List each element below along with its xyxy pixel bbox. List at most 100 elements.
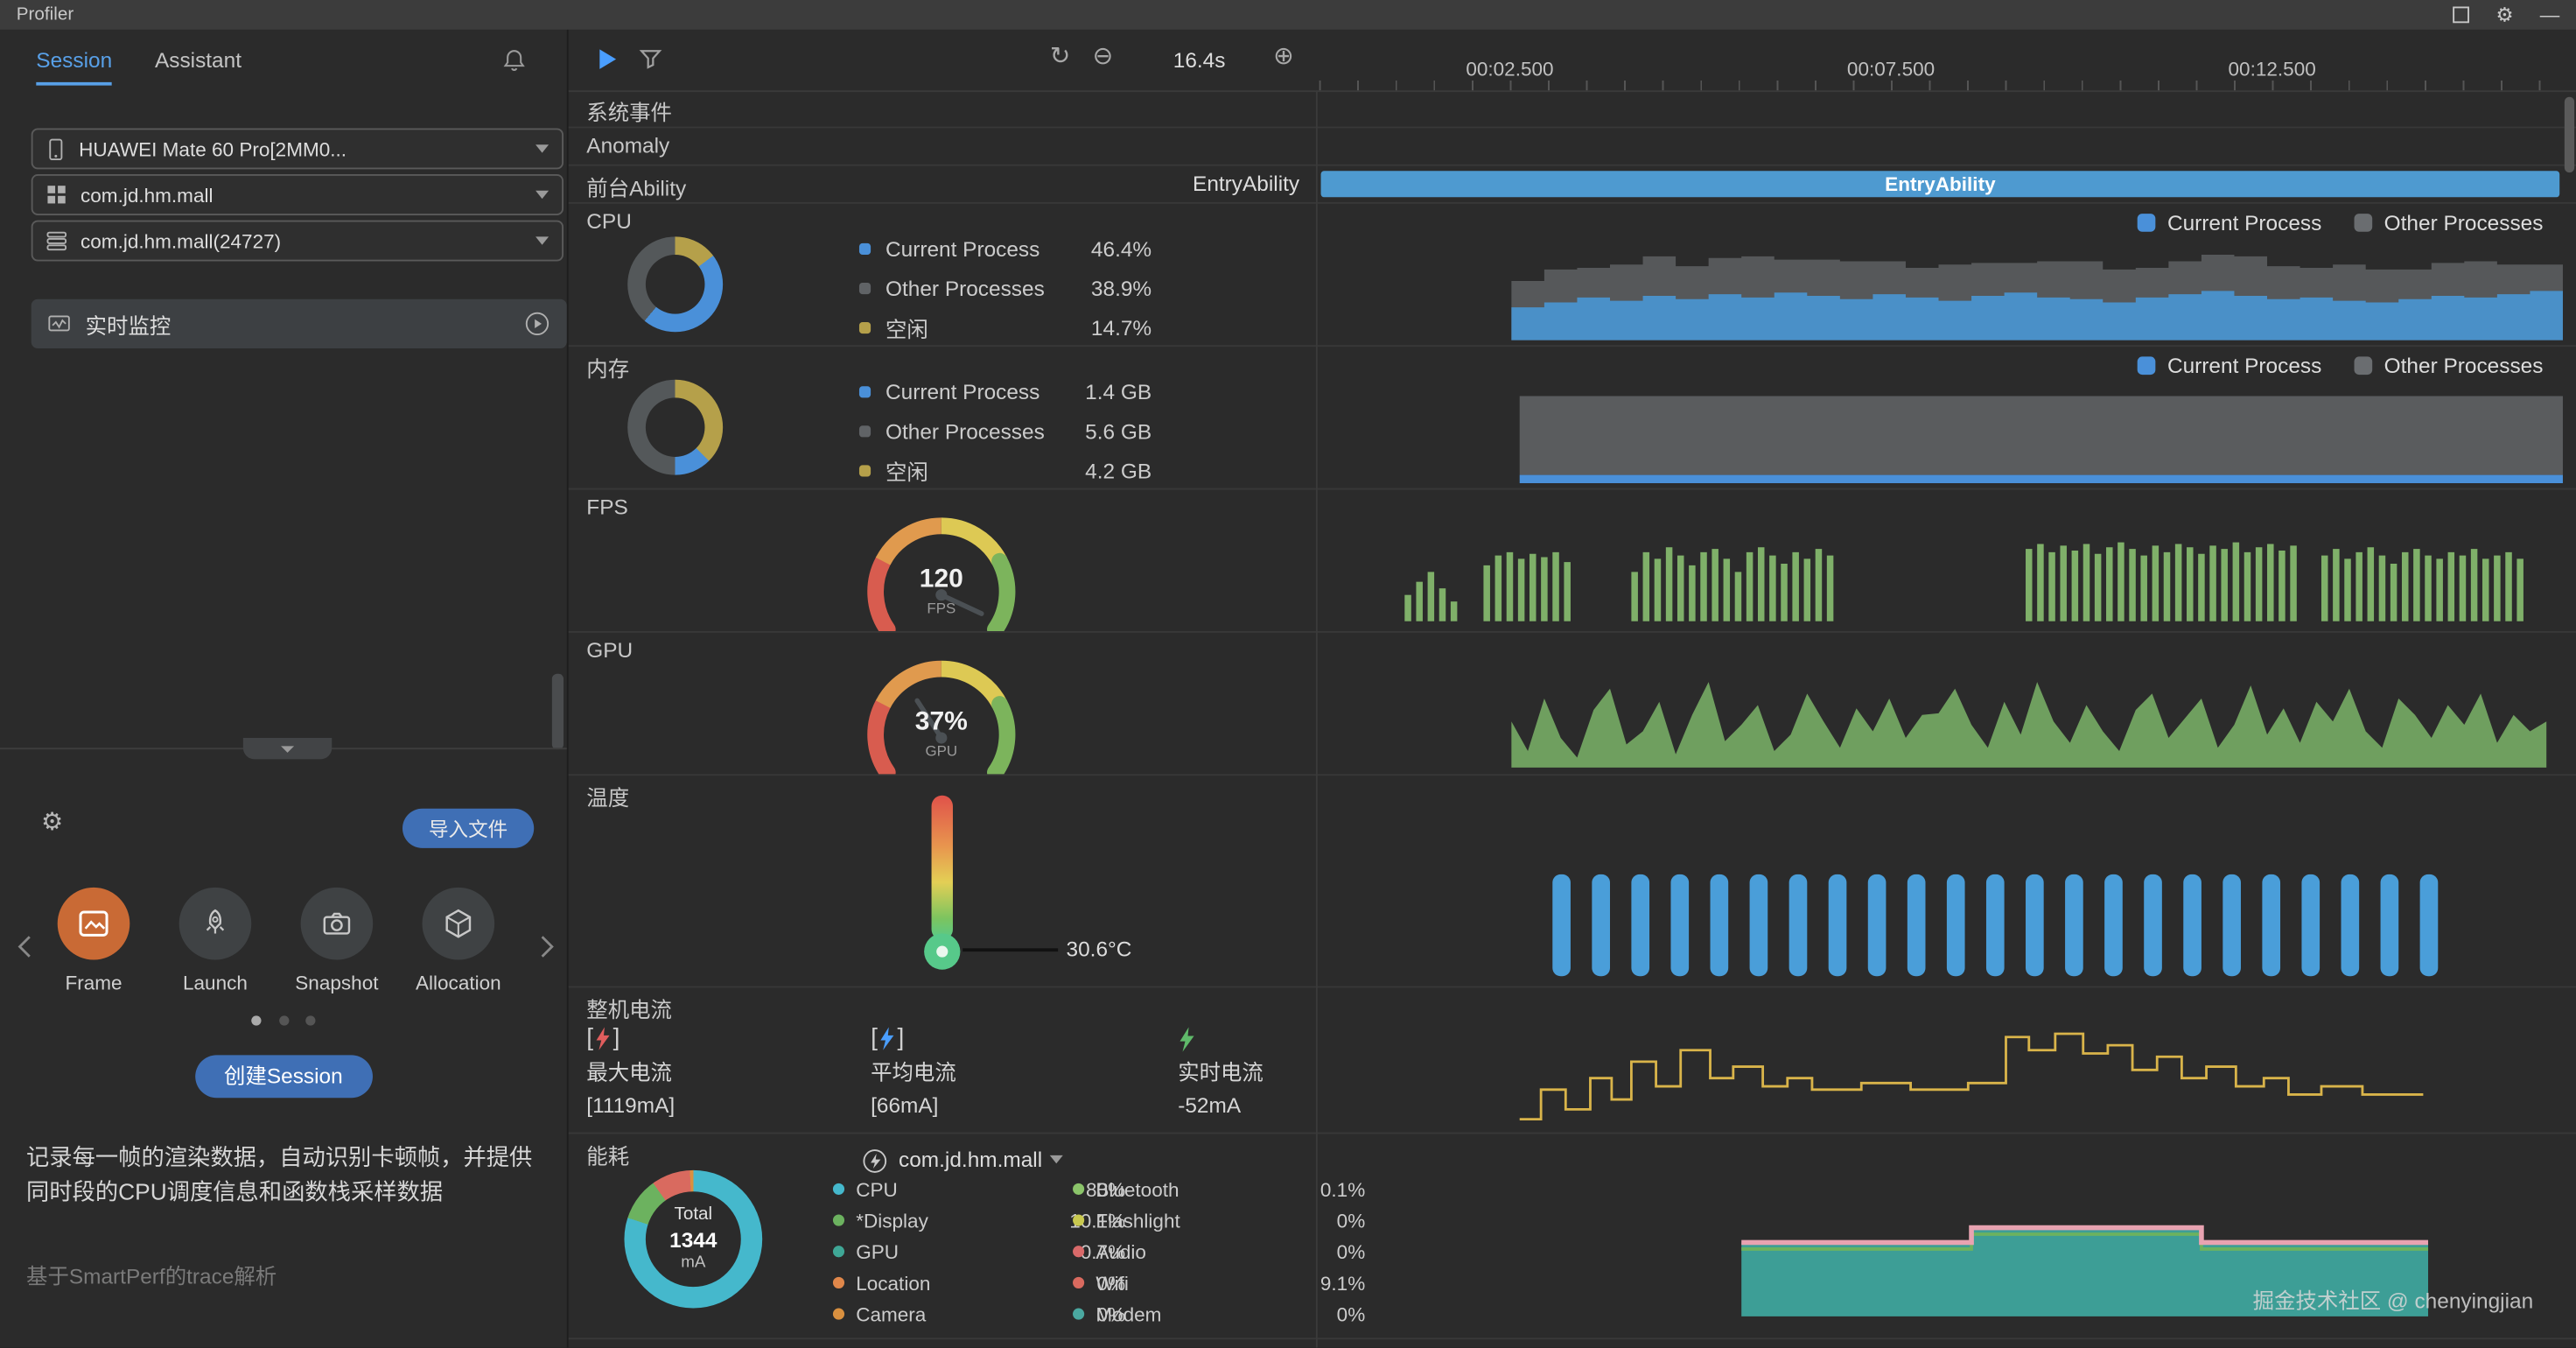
ruler-tick-label: 00:02.500 [1466, 57, 1554, 81]
chevron-down-icon [536, 190, 550, 200]
carousel-label: Snapshot [295, 971, 379, 994]
legend-checkbox-other[interactable] [2354, 214, 2373, 232]
device-selector[interactable]: HUAWEI Mate 60 Pro[2MM0... [31, 128, 564, 170]
carousel-label: Allocation [415, 971, 501, 994]
chevron-down-icon [536, 144, 550, 153]
zoom-out-icon[interactable]: ⊖ [1092, 42, 1114, 71]
play-icon[interactable] [599, 49, 617, 69]
monitor-icon [47, 312, 70, 335]
energy-legend-left: CPU 80% *Display 10.1% GPU 0.7% Location 0% … [832, 1174, 1125, 1330]
row-label: Anomaly [586, 133, 670, 158]
ability-timeline-bar[interactable]: EntryAbility [1320, 171, 2560, 198]
thermometer [892, 789, 991, 972]
legend-checkbox-other[interactable] [2354, 356, 2373, 376]
energy-total: Total 1344 mA [645, 1191, 741, 1288]
row-label: 系统事件 [586, 100, 672, 125]
row-label: GPU [586, 637, 634, 663]
main-toolbar: ↻ ⊖ 16.4s ⊕ 00:02.500 00:07.500 00:12.50… [566, 30, 2576, 93]
filter-funnel-icon[interactable] [639, 47, 662, 70]
stat-name: 实时电流 [1178, 1060, 1264, 1085]
ruler-tick-label: 00:07.500 [1846, 57, 1936, 81]
stat-value: [66mA] [871, 1092, 939, 1118]
legend-item: Current Process 46.4% [858, 228, 1152, 268]
pagination-dot[interactable] [278, 1015, 289, 1026]
play-circle-icon[interactable] [524, 311, 550, 337]
ruler-tick-marks [1319, 81, 2563, 91]
max-current-stat: [] 最大电流 [1119mA] [586, 1021, 783, 1122]
gpu-timeline-chart [1511, 682, 2547, 768]
minimize-icon[interactable]: — [2539, 3, 2560, 27]
chevron-down-icon [536, 236, 550, 245]
stat-name: 最大电流 [586, 1060, 672, 1085]
frame-icon [57, 887, 130, 960]
ruler-tick-label: 00:12.500 [2228, 57, 2316, 81]
row-label: 前台Ability [586, 175, 687, 201]
row-label: 温度 [586, 785, 630, 811]
avg-current-stat: [] 平均电流 [66mA] [871, 1021, 1068, 1122]
legend-item: Other Processes 5.6 GB [858, 411, 1152, 450]
row-foreground-ability: 前台Ability EntryAbility EntryAbility [566, 166, 2576, 204]
sidebar-tabs: Session Assistant [36, 47, 242, 86]
realtime-monitor-label: 实时监控 [85, 312, 172, 338]
carousel-item-frame[interactable]: Frame [33, 887, 155, 994]
legend-item: Current Process 1.4 GB [858, 371, 1152, 411]
energy-package-dropdown[interactable]: com.jd.hm.mall [899, 1148, 1064, 1172]
carousel-next-icon[interactable] [539, 933, 556, 959]
memory-chart-legend: Current Process Other Processes [2138, 354, 2543, 378]
row-network: 网络流量监控 [567, 1339, 2576, 1348]
cpu-legend: Current Process 46.4% Other Processes 38… [858, 228, 1152, 347]
row-energy: 能耗 com.jd.hm.mall Total 1344 mA CPU 80 [566, 1134, 2576, 1340]
memory-timeline-chart [1519, 396, 2563, 483]
sidebar: Session Assistant HUAWEI Mate 60 Pro[2MM… [0, 29, 569, 1348]
panel-splitter-handle[interactable] [551, 673, 564, 750]
duration-readout: 16.4s [1172, 47, 1226, 73]
window-title: Profiler [16, 4, 74, 25]
realtime-monitor-row[interactable]: 实时监控 [31, 298, 567, 349]
settings-gear-icon[interactable]: ⚙ [2496, 3, 2514, 27]
legend-bullet [858, 282, 872, 294]
legend-checkbox-current[interactable] [2138, 356, 2156, 376]
row-gpu: GPU 37% GPU [566, 633, 2576, 776]
memory-donut-chart [627, 379, 724, 475]
gpu-gauge: 37% GPU [843, 642, 1040, 775]
carousel-item-launch[interactable]: Launch [154, 887, 276, 994]
watermark: 掘金技术社区 @ chenyingjian [2252, 1288, 2534, 1314]
cpu-chart-legend: Current Process Other Processes [2138, 210, 2543, 235]
process-selector[interactable]: com.jd.hm.mall(24727) [31, 220, 564, 262]
vertical-scrollbar-thumb[interactable] [2564, 96, 2575, 173]
pagination-dot[interactable] [251, 1015, 262, 1026]
carousel-prev-icon[interactable] [17, 933, 33, 959]
fps-timeline-chart [1404, 542, 2524, 621]
row-system-events: 系统事件 [566, 90, 2576, 129]
zoom-in-icon[interactable]: ⊕ [1273, 42, 1294, 71]
carousel-item-snapshot[interactable]: Snapshot [276, 887, 397, 994]
row-memory: 内存 Current Process 1.4 GB Other Processe… [566, 347, 2576, 490]
current-timeline-chart [1519, 1032, 2424, 1121]
import-file-button[interactable]: 导入文件 [402, 808, 535, 848]
chevron-down-icon [1050, 1155, 1064, 1164]
reset-zoom-icon[interactable]: ↻ [1049, 42, 1071, 71]
legend-checkbox-current[interactable] [2138, 214, 2156, 232]
tab-assistant[interactable]: Assistant [154, 47, 242, 73]
stat-value: -52mA [1178, 1092, 1242, 1118]
tab-session[interactable]: Session [36, 47, 113, 86]
process-list-icon [46, 230, 67, 251]
legend-bullet [858, 385, 872, 397]
app-selector[interactable]: com.jd.hm.mall [31, 174, 564, 215]
app-selector-label: com.jd.hm.mall [80, 183, 214, 207]
stat-value: [1119mA] [586, 1092, 676, 1118]
drawer-handle[interactable] [242, 738, 332, 760]
maximize-icon[interactable] [2453, 6, 2470, 24]
notification-bell-icon[interactable] [501, 47, 528, 74]
carousel-item-allocation[interactable]: Allocation [397, 887, 519, 994]
row-anomaly: Anomaly [566, 128, 2576, 166]
session-settings-gear-icon[interactable]: ⚙ [40, 808, 64, 837]
legend-bullet [858, 425, 872, 437]
row-cpu: CPU Current Process 46.4% Other Processe… [566, 204, 2576, 348]
profiler-rows: 系统事件 Anomaly 前台Ability EntryAbility Entr… [566, 90, 2576, 1348]
main-panel: ↻ ⊖ 16.4s ⊕ 00:02.500 00:07.500 00:12.50… [566, 29, 2576, 1348]
row-label: CPU [586, 208, 632, 234]
create-session-button[interactable]: 创建Session [194, 1055, 373, 1099]
pagination-dot[interactable] [305, 1015, 316, 1026]
